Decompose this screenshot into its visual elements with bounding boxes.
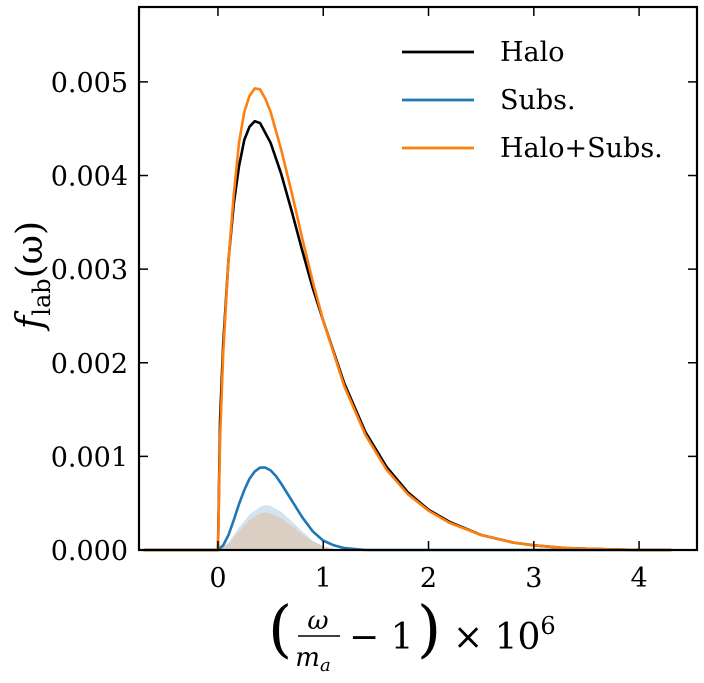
legend-label: Halo+Subs. bbox=[500, 133, 663, 164]
y-label-arg: (ω) bbox=[10, 221, 51, 278]
svg-text:(: ( bbox=[268, 592, 292, 665]
y-axis-label: flab(ω) bbox=[10, 221, 56, 332]
x-label-rest: − 1 bbox=[349, 617, 414, 658]
y-tick-label: 0.003 bbox=[51, 255, 128, 286]
axis-ticks: 0 1 2 3 4 0.000 0.001 0.002 0.003 0.004 0.005 bbox=[51, 7, 697, 594]
x-axis-label: ( ω ma − 1 ) × 106 bbox=[268, 592, 556, 676]
svg-text:flab(ω): flab(ω) bbox=[10, 221, 56, 332]
legend: Halo Subs. Halo+Subs. bbox=[402, 37, 663, 164]
y-tick-label: 0.002 bbox=[51, 349, 128, 380]
plot-frame bbox=[137, 5, 699, 552]
shaded-area-0 bbox=[217, 505, 345, 550]
shaded-areas bbox=[217, 505, 345, 550]
legend-label: Halo bbox=[500, 37, 565, 68]
x-tick-label: 0 bbox=[209, 563, 226, 594]
x-tick-label: 1 bbox=[315, 563, 332, 594]
y-tick-label: 0.000 bbox=[51, 536, 128, 567]
y-label-sub: lab bbox=[28, 278, 56, 315]
x-tick-label: 3 bbox=[525, 563, 542, 594]
shaded-area-1 bbox=[217, 512, 345, 550]
x-tick-label: 2 bbox=[420, 563, 437, 594]
x-tick-label: 4 bbox=[631, 563, 648, 594]
series-line-subs bbox=[143, 466, 673, 552]
legend-label: Subs. bbox=[500, 85, 576, 116]
x-label-den: ma bbox=[295, 643, 330, 676]
y-tick-label: 0.001 bbox=[51, 442, 128, 473]
y-tick-label: 0.004 bbox=[51, 162, 128, 193]
series-lines bbox=[143, 87, 673, 552]
svg-text:): ) bbox=[417, 592, 441, 665]
x-label-num: ω bbox=[307, 606, 328, 636]
y-tick-label: 0.005 bbox=[51, 68, 128, 99]
series-line-halo-subs bbox=[143, 87, 673, 552]
x-label-times: × 106 bbox=[453, 612, 556, 658]
